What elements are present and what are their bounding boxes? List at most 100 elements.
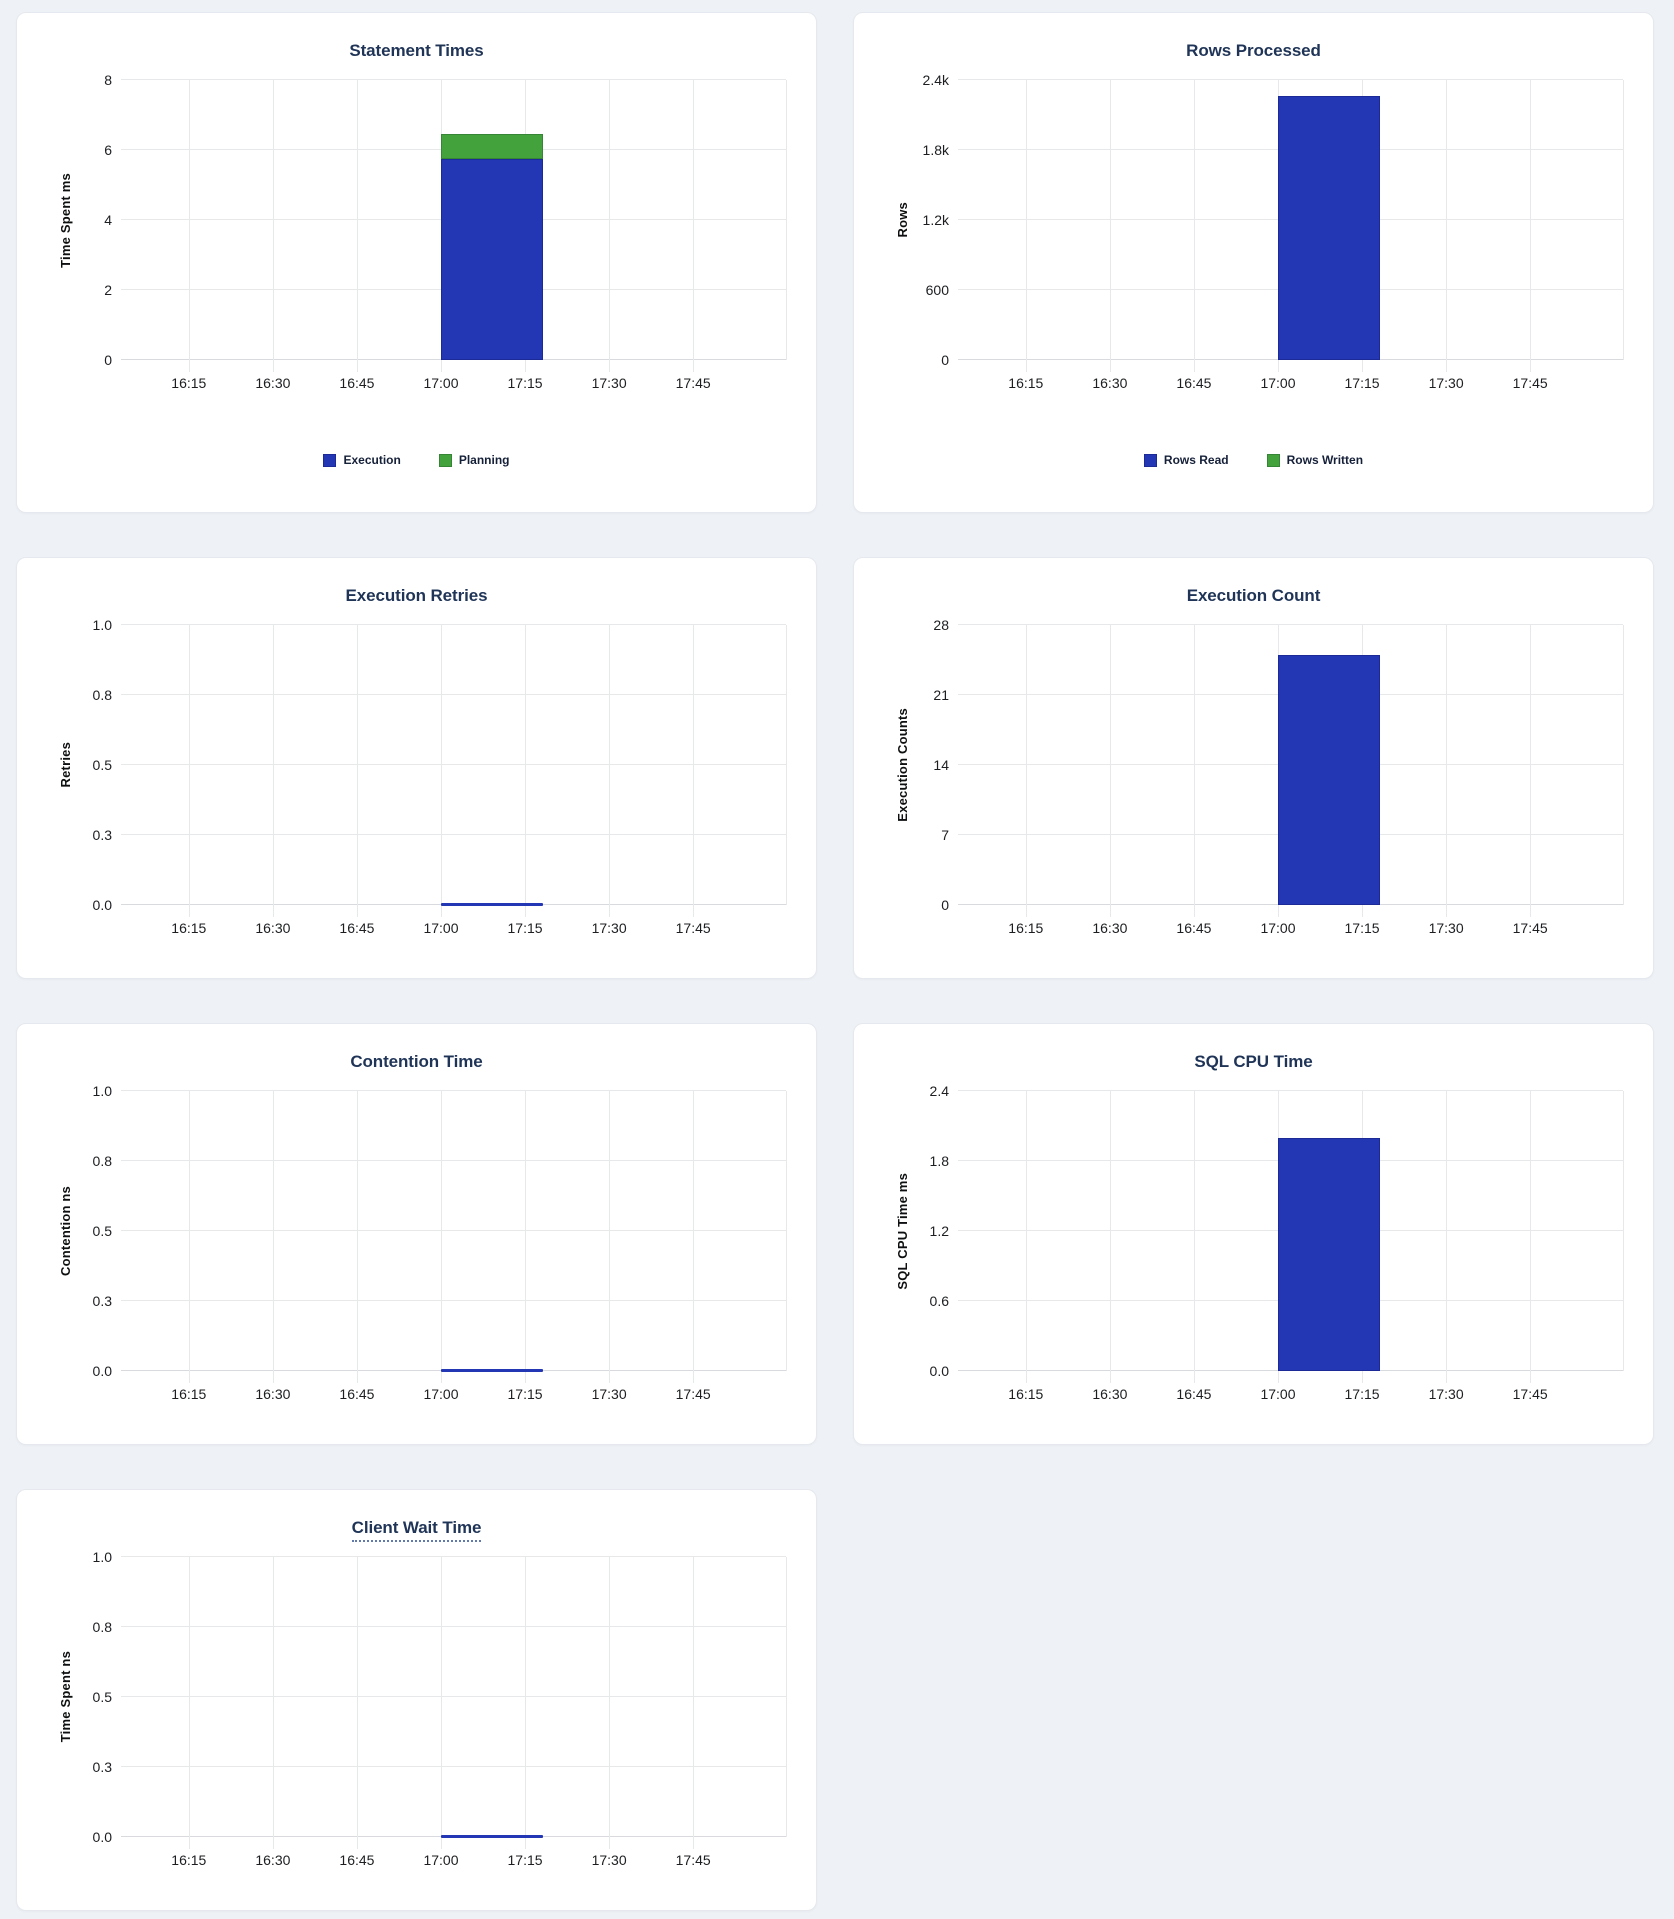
y-tick-label: 1.0 [92, 1549, 112, 1565]
x-tick-label: 17:00 [423, 920, 459, 936]
v-gridline [609, 625, 611, 917]
v-gridline [356, 1091, 358, 1383]
v-gridline [525, 625, 527, 917]
y-tick-label: 0.6 [929, 1293, 949, 1309]
chart-title-sql-cpu-time: SQL CPU Time [854, 1052, 1653, 1072]
x-tick-label: 16:45 [339, 1852, 375, 1868]
x-tick-label: 17:30 [1428, 375, 1464, 391]
chart-title-statement-times: Statement Times [17, 41, 816, 61]
h-gridline [121, 1766, 786, 1767]
x-tick-label: 17:45 [675, 375, 711, 391]
zero-value-line [440, 1369, 543, 1372]
x-tick-label: 16:45 [1176, 1386, 1212, 1402]
v-gridline [1109, 1091, 1111, 1383]
chart-title-text-rows-processed: Rows Processed [1186, 41, 1321, 60]
v-gridline [1109, 80, 1111, 372]
x-tick-label: 17:30 [591, 1386, 627, 1402]
v-gridline [440, 1091, 442, 1383]
v-gridline [1530, 80, 1532, 372]
h-gridline [121, 1696, 786, 1697]
chart-card-client-wait-time: Client Wait Time Time Spent ns 0.0 0.3 0.5 0.… [16, 1489, 817, 1911]
legend-item-rows-written: Rows Written [1266, 453, 1364, 467]
h-gridline [121, 1300, 786, 1301]
y-tick-label: 1.2k [922, 212, 949, 228]
x-tick-label: 16:15 [171, 1852, 207, 1868]
plot-right-edge-line [1623, 625, 1624, 905]
legend-label-rows-written: Rows Written [1286, 453, 1364, 467]
y-tick-label: 0 [941, 352, 949, 368]
y-tick-label: 0.8 [92, 1619, 112, 1635]
x-tick-label: 17:30 [591, 375, 627, 391]
v-gridline [440, 1557, 442, 1849]
h-gridline [121, 624, 786, 625]
h-gridline [121, 1556, 786, 1557]
chart-card-statement-times: Statement Times Time Spent ms 0 2 4 6 8 16:15 16… [16, 12, 817, 513]
v-gridline [188, 1557, 190, 1849]
y-tick-label: 1.8 [929, 1153, 949, 1169]
plot-area-rows-processed: 0 600 1.2k 1.8k 2.4k 16:15 16:30 16:45 17:00 17:1… [923, 73, 1624, 390]
v-gridline [440, 625, 442, 917]
y-tick-label: 4 [104, 212, 112, 228]
plot-area-execution-retries: 0.0 0.3 0.5 0.8 1.0 16:15 16:30 16:45 17:00 17:15… [93, 618, 787, 935]
legend-item-planning: Planning [438, 453, 510, 467]
x-tick-label: 17:45 [675, 1852, 711, 1868]
x-tick-label: 16:30 [1092, 375, 1128, 391]
legend-label-execution: Execution [343, 453, 401, 467]
v-gridline [693, 80, 695, 372]
x-tick-label: 17:15 [507, 375, 543, 391]
v-gridline [1025, 625, 1027, 917]
y-tick-label: 1.0 [92, 617, 112, 633]
chart-title-text-execution-count: Execution Count [1186, 586, 1321, 605]
y-tick-label: 0.0 [92, 1829, 112, 1845]
h-gridline [121, 764, 786, 765]
plot-area-execution-count: 0 7 14 21 28 16:15 16:30 16:45 17:00 17:15 17:30 17… [933, 618, 1624, 935]
h-gridline [958, 1090, 1623, 1091]
x-tick-label: 16:15 [1008, 920, 1044, 936]
x-tick-label: 16:45 [339, 375, 375, 391]
y-tick-label: 0 [941, 897, 949, 913]
v-gridline [1446, 80, 1448, 372]
chart-title-text-sql-cpu-time: SQL CPU Time [1194, 1052, 1313, 1071]
h-gridline [958, 79, 1623, 80]
x-tick-label: 17:00 [423, 1852, 459, 1868]
x-tick-label: 16:15 [1008, 1386, 1044, 1402]
legend-swatch-rows-read [1143, 453, 1157, 467]
chart-title-rows-processed: Rows Processed [854, 41, 1653, 61]
x-tick-label: 16:45 [1176, 920, 1212, 936]
y-tick-label: 1.0 [92, 1083, 112, 1099]
x-tick-label: 16:15 [171, 920, 207, 936]
v-gridline [525, 1091, 527, 1383]
x-tick-label: 17:15 [1344, 1386, 1380, 1402]
y-tick-label: 0.0 [929, 1363, 949, 1379]
chart-card-contention-time: Contention Time Contention ns 0.0 0.3 0.5 0.8… [16, 1023, 817, 1445]
legend-label-planning: Planning [458, 453, 510, 467]
x-tick-label: 17:45 [1512, 1386, 1548, 1402]
v-gridline [1446, 625, 1448, 917]
y-tick-label: 7 [941, 827, 949, 843]
x-tick-label: 16:45 [339, 1386, 375, 1402]
v-gridline [1025, 80, 1027, 372]
plot-area-statement-times: 0 2 4 6 8 16:15 16:30 16:45 17:00 17:15 17:30 17:45 [104, 73, 787, 390]
x-tick-label: 17:15 [507, 1386, 543, 1402]
bar-execution-count [1277, 655, 1380, 905]
x-tick-label: 17:15 [507, 920, 543, 936]
v-gridline [693, 625, 695, 917]
v-gridline [188, 1091, 190, 1383]
x-tick-label: 17:45 [1512, 920, 1548, 936]
plot-right-edge-line [786, 1557, 787, 1837]
plot-area-contention-time: 0.0 0.3 0.5 0.8 1.0 16:15 16:30 16:45 17:00 17:15… [93, 1084, 787, 1401]
v-gridline [1109, 625, 1111, 917]
y-tick-label: 0 [104, 352, 112, 368]
plot-right-edge-line [786, 625, 787, 905]
chart-title-text-client-wait-time[interactable]: Client Wait Time [351, 1518, 481, 1542]
v-gridline [356, 625, 358, 917]
v-gridline [693, 1091, 695, 1383]
plot-right-edge-line [786, 1091, 787, 1371]
bar-rows-read [1277, 96, 1380, 360]
x-tick-label: 16:30 [255, 1852, 291, 1868]
x-tick-label: 17:15 [1344, 375, 1380, 391]
v-gridline [525, 1557, 527, 1849]
legend-swatch-planning [438, 453, 452, 467]
y-tick-label: 0.5 [92, 1689, 112, 1705]
legend-swatch-execution [323, 453, 337, 467]
